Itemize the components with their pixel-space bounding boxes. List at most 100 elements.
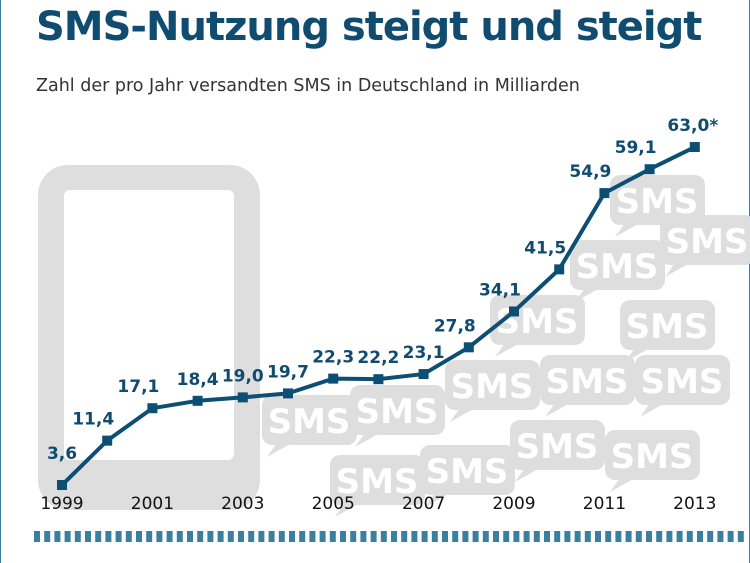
decorative-dash	[187, 531, 193, 542]
data-point	[102, 435, 113, 446]
sms-bubble-text: SMS	[576, 247, 659, 287]
sms-bubble-tail	[640, 403, 665, 417]
sms-bubble: SMS	[540, 355, 635, 417]
sms-bubble-body	[350, 385, 445, 435]
data-point	[463, 342, 474, 353]
sms-bubble-body	[510, 420, 605, 470]
decorative-dash	[574, 531, 581, 542]
decorative-dash	[340, 531, 346, 542]
decorative-dash	[411, 531, 418, 542]
decorative-dash	[166, 531, 173, 542]
decorative-dash	[431, 531, 438, 542]
decorative-dash	[248, 531, 255, 542]
decorative-dash	[533, 531, 540, 542]
data-point	[554, 264, 565, 275]
decorative-dash	[544, 531, 550, 542]
sms-bubble: SMS	[610, 175, 705, 237]
x-tick-label: 2013	[673, 494, 716, 514]
decorative-dash	[554, 531, 561, 542]
decorative-dash	[289, 531, 295, 542]
data-point	[599, 188, 610, 199]
data-point	[192, 395, 203, 406]
chart-title: SMS-Nutzung steigt und steigt	[36, 4, 702, 50]
sms-bubble: SMS	[420, 445, 515, 507]
decorative-dash	[217, 531, 224, 542]
data-label: 22,3	[312, 348, 354, 368]
decorative-dash	[462, 531, 469, 542]
decorative-dash	[197, 531, 204, 542]
data-label: 22,2	[357, 348, 399, 368]
sms-bubble: SMS	[635, 355, 730, 417]
sms-bubble-tail	[575, 288, 600, 302]
decorative-dash	[595, 531, 601, 542]
data-point	[237, 392, 248, 403]
x-tick-label: 2011	[583, 494, 626, 514]
decorative-dash	[64, 531, 71, 542]
decorative-dash	[115, 531, 122, 542]
decorative-dash	[605, 531, 612, 542]
decorative-dash	[615, 531, 622, 542]
sms-bubble-body	[445, 360, 540, 410]
sms-bubble-body	[605, 430, 700, 480]
data-label: 19,0	[222, 366, 264, 386]
decorative-dash	[584, 531, 591, 542]
phone-screen	[64, 190, 234, 460]
sms-bubble-tail	[515, 468, 540, 482]
decorative-dash	[227, 531, 234, 542]
decorative-dash	[625, 531, 632, 542]
x-tick-label: 2009	[492, 494, 535, 514]
sms-bubble-text: SMS	[666, 222, 749, 262]
sms-bubble: SMS	[445, 360, 540, 422]
sms-bubble-text: SMS	[451, 367, 534, 407]
decorative-dash	[238, 531, 244, 542]
sms-bubble: SMS	[350, 385, 445, 447]
data-label: 23,1	[403, 343, 445, 363]
x-tick-label: 2007	[402, 494, 445, 514]
decorative-dash	[737, 531, 744, 542]
sms-bubble-text: SMS	[611, 437, 694, 477]
decorative-dash	[44, 531, 51, 542]
x-tick-label: 2005	[312, 494, 355, 514]
sms-bubble-body	[620, 300, 715, 350]
decorative-dash	[635, 531, 642, 542]
decorative-dash	[401, 531, 408, 542]
sms-bubble: SMS	[510, 420, 605, 482]
decorative-dash	[523, 531, 530, 542]
data-point	[689, 142, 700, 153]
sms-bubble-text: SMS	[336, 462, 419, 502]
decorative-dash	[360, 531, 367, 542]
decorative-dash	[727, 531, 734, 542]
sms-bubble-tail	[450, 408, 475, 422]
decorative-dash	[442, 531, 448, 542]
sms-bubble: SMS	[620, 300, 715, 362]
sms-bubble-text: SMS	[626, 307, 709, 347]
data-point	[373, 374, 384, 385]
decorative-dash	[686, 531, 693, 542]
data-label: 3,6	[47, 444, 77, 464]
decorative-dash	[95, 531, 102, 542]
sms-bubble-body	[570, 240, 665, 290]
decorative-dash	[85, 531, 91, 542]
sms-bubble-tail	[610, 478, 635, 492]
sms-bubble-body	[660, 215, 750, 265]
decorative-dash	[329, 531, 336, 542]
data-label: 41,5	[524, 238, 566, 258]
data-label: 19,7	[267, 362, 309, 382]
data-label: 17,1	[117, 377, 159, 397]
data-label: 54,9	[569, 162, 611, 182]
sms-bubble-tail	[355, 433, 380, 447]
sms-bubble-text: SMS	[516, 427, 599, 467]
decorative-dash	[493, 531, 499, 542]
decorative-dash	[207, 531, 214, 542]
sms-bubble: SMS	[330, 455, 425, 517]
data-label: 11,4	[72, 410, 114, 430]
decorative-dash	[513, 531, 520, 542]
decorative-dash	[503, 531, 510, 542]
decorative-dash	[34, 531, 40, 542]
decorative-dash	[146, 531, 153, 542]
sms-bubble: SMS	[605, 430, 700, 492]
data-label: 18,4	[177, 370, 219, 390]
sms-bubble-tail	[495, 343, 520, 357]
sms-bubble-body	[540, 355, 635, 405]
data-point	[57, 480, 67, 491]
